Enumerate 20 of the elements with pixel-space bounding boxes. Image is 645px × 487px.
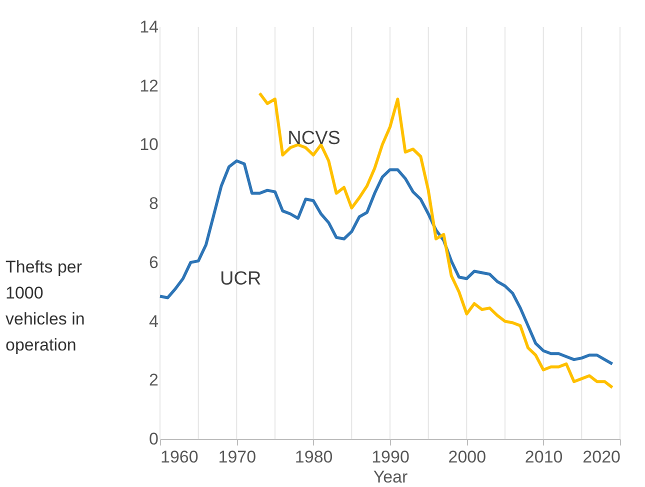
line-series — [158, 159, 614, 366]
y-tick-label: 0 — [149, 430, 158, 448]
y-tick-label: 2 — [149, 370, 158, 390]
x-tick-label: 2020 — [582, 448, 620, 466]
x-tick-label: 1970 — [218, 448, 256, 466]
y-axis-title: Thefts per 1000 vehicles in operation — [6, 258, 85, 354]
x-tick-label: 2010 — [524, 448, 563, 466]
series-label: UCR — [220, 268, 262, 290]
y-tick-label: 12 — [140, 76, 158, 96]
x-tick-label: 1960 — [160, 448, 198, 466]
series-label: NCVS — [288, 128, 340, 150]
x-tick-label: 1990 — [372, 448, 410, 466]
y-tick-label: 4 — [149, 312, 158, 331]
y-tick-label: 6 — [149, 252, 158, 272]
y-tick-label: 10 — [140, 135, 158, 154]
x-axis-title: Year — [373, 468, 408, 486]
y-tick-label: 8 — [149, 194, 158, 214]
x-tick-label: 1980 — [294, 448, 333, 466]
x-tick-label: 2000 — [448, 448, 486, 466]
y-tick-label: 14 — [140, 18, 158, 36]
